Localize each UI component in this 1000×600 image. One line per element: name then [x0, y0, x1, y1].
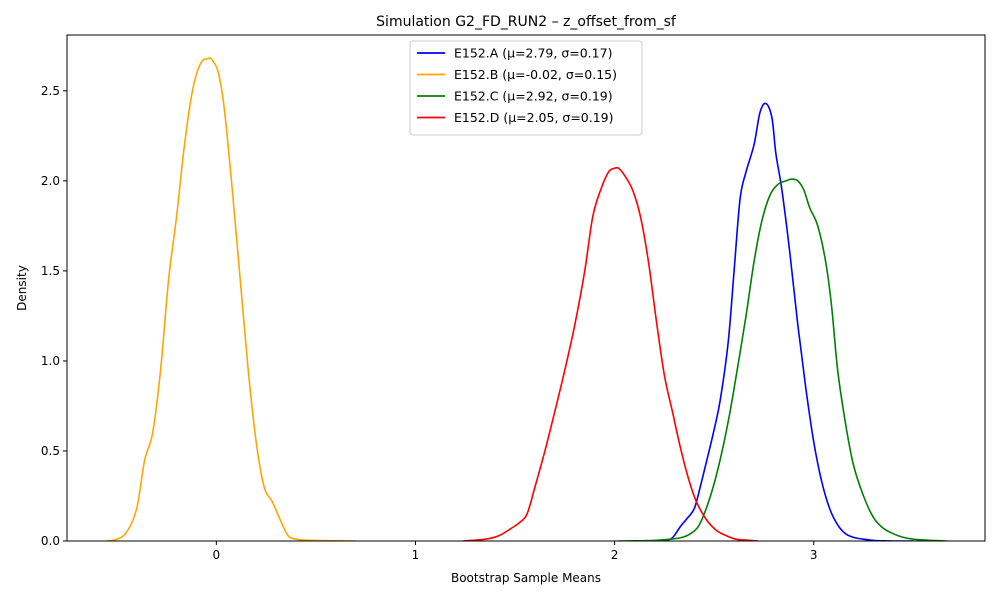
legend-entry-label: E152.D (μ=2.05, σ=0.19) [454, 110, 614, 125]
legend-entry-label: E152.C (μ=2.92, σ=0.19) [454, 89, 613, 104]
y-tick-label: 2.5 [41, 84, 60, 98]
y-tick-label: 2.0 [41, 174, 60, 188]
legend: E152.A (μ=2.79, σ=0.17) E152.B (μ=-0.02, … [409, 40, 643, 136]
legend-entry-label: E152.A (μ=2.79, σ=0.17) [454, 46, 612, 61]
y-tick-label: 0.0 [41, 534, 60, 548]
y-axis-ticks: 0.0 0.5 1.0 1.5 2.0 2.5 [41, 84, 67, 548]
y-tick-label: 1.5 [41, 264, 60, 278]
x-axis-ticks: 0 1 2 3 [213, 541, 818, 562]
plot-lines [106, 57, 948, 541]
series-line-4 [462, 166, 759, 541]
y-axis-label: Density [15, 265, 29, 311]
x-tick-label: 2 [611, 548, 619, 562]
x-tick-label: 1 [412, 548, 420, 562]
series-line-1 [661, 102, 915, 541]
x-tick-label: 0 [213, 548, 221, 562]
y-tick-label: 0.5 [41, 444, 60, 458]
x-tick-label: 3 [810, 548, 818, 562]
chart-title: Simulation G2_FD_RUN2 – z_offset_from_sf [376, 14, 677, 30]
x-axis-label: Bootstrap Sample Means [451, 571, 601, 585]
y-tick-label: 1.0 [41, 354, 60, 368]
series-line-2 [106, 57, 357, 541]
legend-box [409, 40, 643, 136]
axes-frame [66, 34, 986, 542]
series-line-3 [617, 178, 948, 541]
legend-entry-label: E152.B (μ=-0.02, σ=0.15) [454, 67, 617, 82]
